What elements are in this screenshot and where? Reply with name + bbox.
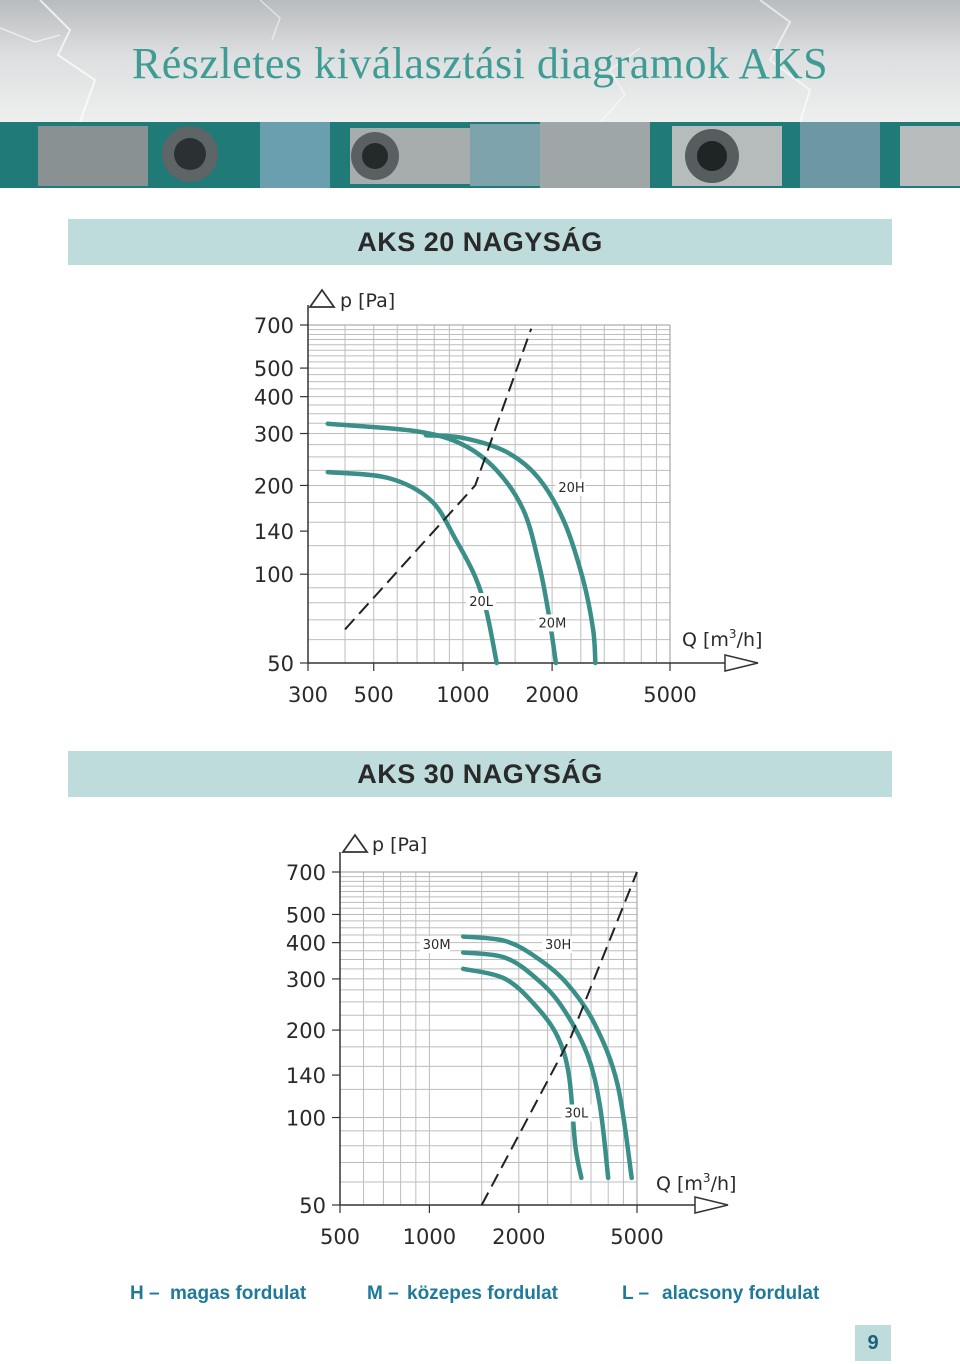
y-tick-label: 500 [254, 357, 294, 381]
series-line-30h [460, 934, 634, 1181]
series-label-bg [541, 936, 572, 954]
y-tick-label: 140 [254, 520, 294, 544]
chart-aks30: p [Pa] Q [m3/h] 501001402003004005007005… [286, 833, 736, 1249]
page-number: 9 [855, 1325, 891, 1361]
series-label-20m: 20M [539, 616, 567, 631]
x-tick-label: 2000 [525, 683, 578, 707]
chart-aks20: p [Pa] Q [m3/h] 50 100 140 200 300 400 500 700 3… [254, 288, 762, 707]
x-tick-label: 1000 [403, 1225, 456, 1249]
limit-line [480, 871, 638, 1206]
fan-photos [0, 122, 960, 188]
x-tick-label: 300 [288, 683, 328, 707]
legend-item-h: H – magas fordulat [130, 1283, 306, 1305]
series-line-30l [460, 966, 584, 1181]
series-label-bg [555, 479, 586, 497]
x-tick-label: 500 [320, 1225, 360, 1249]
y-tick-label: 700 [254, 314, 294, 338]
legend-code: M – [367, 1283, 399, 1304]
y-tick-label: 200 [286, 1019, 326, 1043]
legend-text: alacsony fordulat [662, 1283, 820, 1304]
series-label-20l: 20L [469, 595, 494, 610]
y-tick-label: 50 [299, 1194, 326, 1218]
series: 20L 20M 20H [325, 328, 598, 666]
series-line-30m [460, 950, 611, 1181]
y-tick-label: 200 [254, 474, 294, 498]
y-tick-label: 100 [286, 1107, 326, 1131]
x-tick-label: 5000 [610, 1225, 663, 1249]
y-tick-label: 700 [286, 861, 326, 885]
y-tick-label: 140 [286, 1064, 326, 1088]
y-tick-label: 500 [286, 903, 326, 927]
legend-code: H – [130, 1283, 160, 1304]
ticks: 50 100 140 200 300 400 500 700 300 500 1000 2000 500… [254, 314, 697, 707]
axes: p [Pa] Q [m3/h] [307, 288, 762, 672]
series-label-30l: 30L [564, 1107, 589, 1122]
legend: H – magas fordulat M – közepes fordulat L … [0, 1283, 960, 1307]
x-tick-label: 5000 [643, 683, 696, 707]
page-header: Részletes kiválasztási diagramok AKS [0, 0, 960, 122]
grid [308, 324, 671, 663]
legend-code: L – [622, 1283, 650, 1304]
legend-item-m: M – közepes fordulat [367, 1283, 558, 1305]
page-title: Részletes kiválasztási diagramok AKS [131, 39, 829, 88]
y-axis-label: p [Pa] [340, 290, 395, 312]
x-axis-label: Q [m3/h] [682, 627, 762, 651]
limit-line [344, 328, 533, 631]
axes: p [Pa] Q [m3/h] [339, 833, 736, 1214]
legend-item-l: L – alacsony fordulat [622, 1283, 819, 1305]
y-tick-label: 400 [254, 386, 294, 410]
series-label-bg [466, 593, 497, 611]
series: 30L 30M 30H [419, 871, 638, 1206]
header-texture [0, 0, 812, 122]
legend-text: közepes fordulat [407, 1283, 558, 1304]
y-tick-label: 300 [286, 968, 326, 992]
section-title-aks20: AKS 20 NAGYSÁG [68, 219, 892, 265]
y-tick-label: 100 [254, 563, 294, 587]
legend-text: magas fordulat [170, 1283, 307, 1304]
x-tick-label: 500 [354, 683, 394, 707]
series-label-bg [419, 936, 450, 954]
y-axis-label: p [Pa] [372, 834, 427, 856]
x-tick-label: 2000 [492, 1225, 545, 1249]
series-label-30m: 30M [423, 938, 451, 953]
ticks: 50 100 140 200 300 400 500 700 500 1000 2000 5000 [286, 861, 664, 1249]
series-line-20l [325, 469, 499, 666]
y-tick-label: 50 [267, 652, 294, 676]
product-photo-banner [0, 122, 960, 188]
series-line-20h [423, 432, 598, 666]
series-label-bg [535, 614, 566, 632]
series-line-20m [325, 421, 559, 666]
series-label-30h: 30H [545, 938, 571, 953]
x-tick-label: 1000 [436, 683, 489, 707]
section-title-aks30: AKS 30 NAGYSÁG [68, 751, 892, 797]
series-label-20h: 20H [558, 481, 584, 496]
y-tick-label: 400 [286, 932, 326, 956]
grid [340, 871, 638, 1205]
y-tick-label: 300 [254, 423, 294, 447]
series-label-bg [561, 1104, 592, 1122]
x-axis-label: Q [m3/h] [656, 1171, 736, 1195]
